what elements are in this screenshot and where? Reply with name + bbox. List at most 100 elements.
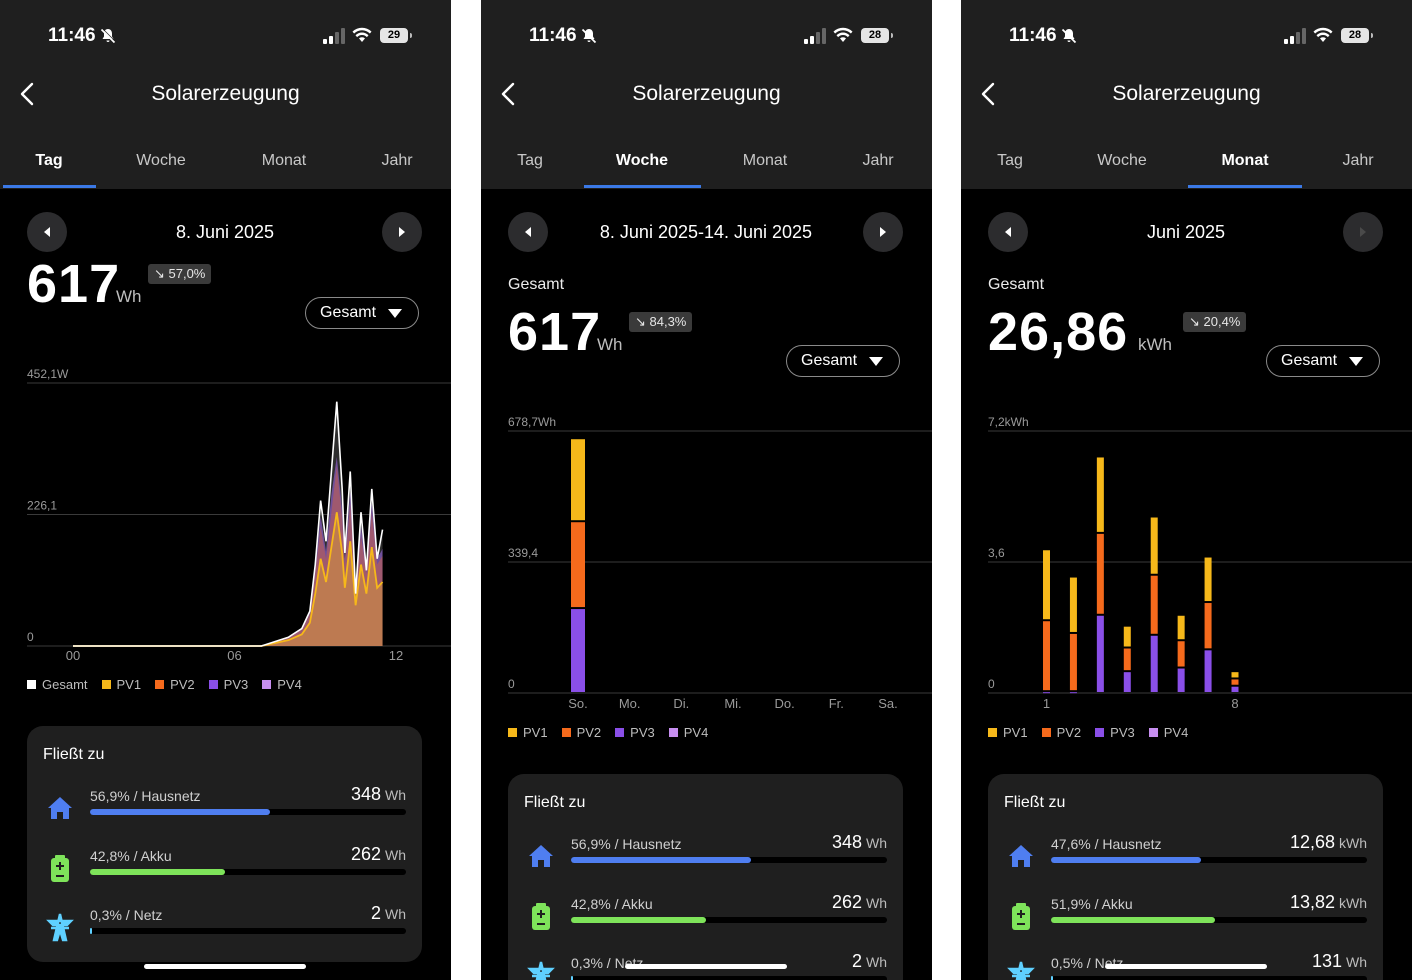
flow-row: 56,9% / Hausnetz 348 Wh <box>508 832 903 896</box>
battery-level-icon: 28 <box>861 28 893 43</box>
y-tick-label: 452,1W <box>27 367 69 381</box>
bar-segment-pv3[interactable] <box>1096 615 1104 692</box>
week-energy-chart: 678,7Wh 339,4 0 So. Mo. Di. Mi. Do. Fr. Sa. <box>508 415 932 711</box>
legend-item-gesamt: Gesamt <box>27 677 88 692</box>
flow-row: 42,8% / Akku 262 Wh <box>27 844 422 908</box>
tab-tag[interactable]: Tag <box>517 152 543 169</box>
legend-label: PV3 <box>223 677 249 692</box>
period-label: Juni 2025 <box>1146 222 1226 242</box>
tab-woche[interactable]: Woche <box>1097 152 1147 169</box>
bar-segment-pv2[interactable] <box>1123 648 1131 671</box>
x-tick-label: So. <box>568 696 588 711</box>
previous-period-button[interactable] <box>988 212 1028 252</box>
next-period-button[interactable] <box>863 212 903 252</box>
flow-title: Fließt zu <box>524 794 586 811</box>
series-area-pv1 <box>73 512 383 646</box>
legend-label: PV1 <box>1003 725 1028 740</box>
bar-segment-pv3[interactable] <box>1043 692 1050 694</box>
series-dropdown[interactable]: Gesamt <box>1266 345 1380 377</box>
total-unit: Wh <box>116 287 142 306</box>
legend-swatch <box>1148 728 1158 737</box>
app-header: 11:46 28 Solarerzeugung Tag Woche Monat … <box>961 0 1412 189</box>
legend-item-pv4: PV4 <box>668 725 708 740</box>
legend-swatch <box>1095 728 1105 737</box>
x-tick-label: Mo. <box>619 696 641 711</box>
battery-icon <box>526 901 556 931</box>
tab-tag[interactable]: Tag <box>35 152 63 169</box>
previous-period-button[interactable] <box>508 212 548 252</box>
legend-item-pv3: PV3 <box>208 677 249 692</box>
back-chevron-icon[interactable] <box>497 80 521 108</box>
legend-label: PV1 <box>523 725 548 740</box>
flow-value-unit: Wh <box>866 835 887 851</box>
flow-bar-track <box>1051 857 1367 863</box>
flow-bar-track <box>571 916 887 923</box>
home-indicator <box>1105 964 1267 969</box>
back-chevron-icon[interactable] <box>16 80 40 108</box>
y-tick-label: 3,6 <box>988 546 1005 560</box>
legend-swatch <box>208 680 218 689</box>
bar-segment-pv1[interactable] <box>1204 557 1212 602</box>
back-chevron-icon[interactable] <box>977 80 1001 108</box>
next-period-button[interactable] <box>1343 212 1383 252</box>
bar-segment-pv1[interactable] <box>1123 626 1131 647</box>
legend-swatch <box>101 680 111 689</box>
flow-bar-fill <box>571 976 573 980</box>
bar-segment-pv2[interactable] <box>1177 641 1185 667</box>
flow-label: 42,8% / Akku <box>90 847 172 864</box>
bar-segment-pv1[interactable] <box>1177 615 1185 640</box>
flow-panel: Fließt zu 47,6% / Hausnetz 12,68 kWh 51,9% /… <box>988 774 1383 980</box>
flow-bar-track <box>571 976 887 980</box>
tab-tag[interactable]: Tag <box>997 152 1023 169</box>
tab-woche[interactable]: Woche <box>615 152 669 169</box>
flow-value-unit: Wh <box>385 906 406 922</box>
bar-segment-pv2[interactable] <box>1231 679 1239 685</box>
flow-row: 51,9% / Akku 13,82 kWh <box>988 892 1383 956</box>
tab-monat[interactable]: Monat <box>742 152 788 169</box>
series-area-pv2 <box>73 465 383 646</box>
series-dropdown[interactable]: Gesamt <box>305 297 419 329</box>
bar-segment-pv2[interactable] <box>1096 533 1104 614</box>
series-dropdown[interactable]: Gesamt <box>786 345 900 377</box>
tab-jahr[interactable]: Jahr <box>1342 152 1374 169</box>
tab-jahr[interactable]: Jahr <box>381 152 413 169</box>
legend-item-pv1: PV1 <box>508 725 548 740</box>
total-value: 26,86 <box>988 302 1129 362</box>
battery-icon <box>1006 901 1036 931</box>
bar-segment-pv3[interactable] <box>1069 692 1077 694</box>
bar-segment-pv3[interactable] <box>1204 650 1212 692</box>
next-period-button[interactable] <box>382 212 422 252</box>
bar-segment-pv1[interactable] <box>571 439 585 521</box>
tab-monat[interactable]: Monat <box>261 152 307 169</box>
flow-value-number: 262 <box>350 843 381 864</box>
bar-segment-pv2[interactable] <box>1043 621 1050 691</box>
tab-monat[interactable]: Monat <box>1221 152 1269 169</box>
dropdown-value: Gesamt <box>320 304 377 321</box>
bar-segment-pv3[interactable] <box>1123 672 1131 692</box>
bar-segment-pv3[interactable] <box>1150 635 1158 692</box>
flow-value: 2 Wh <box>371 903 406 924</box>
bar-segment-pv2[interactable] <box>1069 633 1077 691</box>
bar-segment-pv1[interactable] <box>1069 577 1077 632</box>
tab-woche[interactable]: Woche <box>136 152 186 169</box>
bar-segment-pv3[interactable] <box>1231 686 1239 692</box>
bar-segment-pv2[interactable] <box>1204 603 1212 649</box>
bar-segment-pv1[interactable] <box>1043 550 1050 620</box>
flow-bar-fill <box>1051 857 1202 863</box>
tab-jahr[interactable]: Jahr <box>862 152 894 169</box>
bar-segment-pv1[interactable] <box>1150 517 1158 574</box>
bar-segment-pv3[interactable] <box>1177 668 1185 692</box>
change-badge: ↘ 57,0% <box>148 264 212 284</box>
active-tab-indicator <box>1188 185 1302 188</box>
caret-right-icon <box>880 227 886 237</box>
bar-segment-pv2[interactable] <box>1150 575 1158 634</box>
flow-value-unit: Wh <box>1346 954 1367 970</box>
series-line-pv1 <box>73 512 384 647</box>
series-area-pv4 <box>73 456 383 646</box>
bar-segment-pv1[interactable] <box>1231 672 1239 678</box>
bar-segment-pv2[interactable] <box>571 522 585 608</box>
phone-screen-week: 11:46 28 Solarerzeugung Tag Woche Monat … <box>481 0 932 980</box>
bar-segment-pv1[interactable] <box>1096 457 1104 532</box>
bar-segment-pv3[interactable] <box>571 609 585 692</box>
previous-period-button[interactable] <box>27 212 67 252</box>
